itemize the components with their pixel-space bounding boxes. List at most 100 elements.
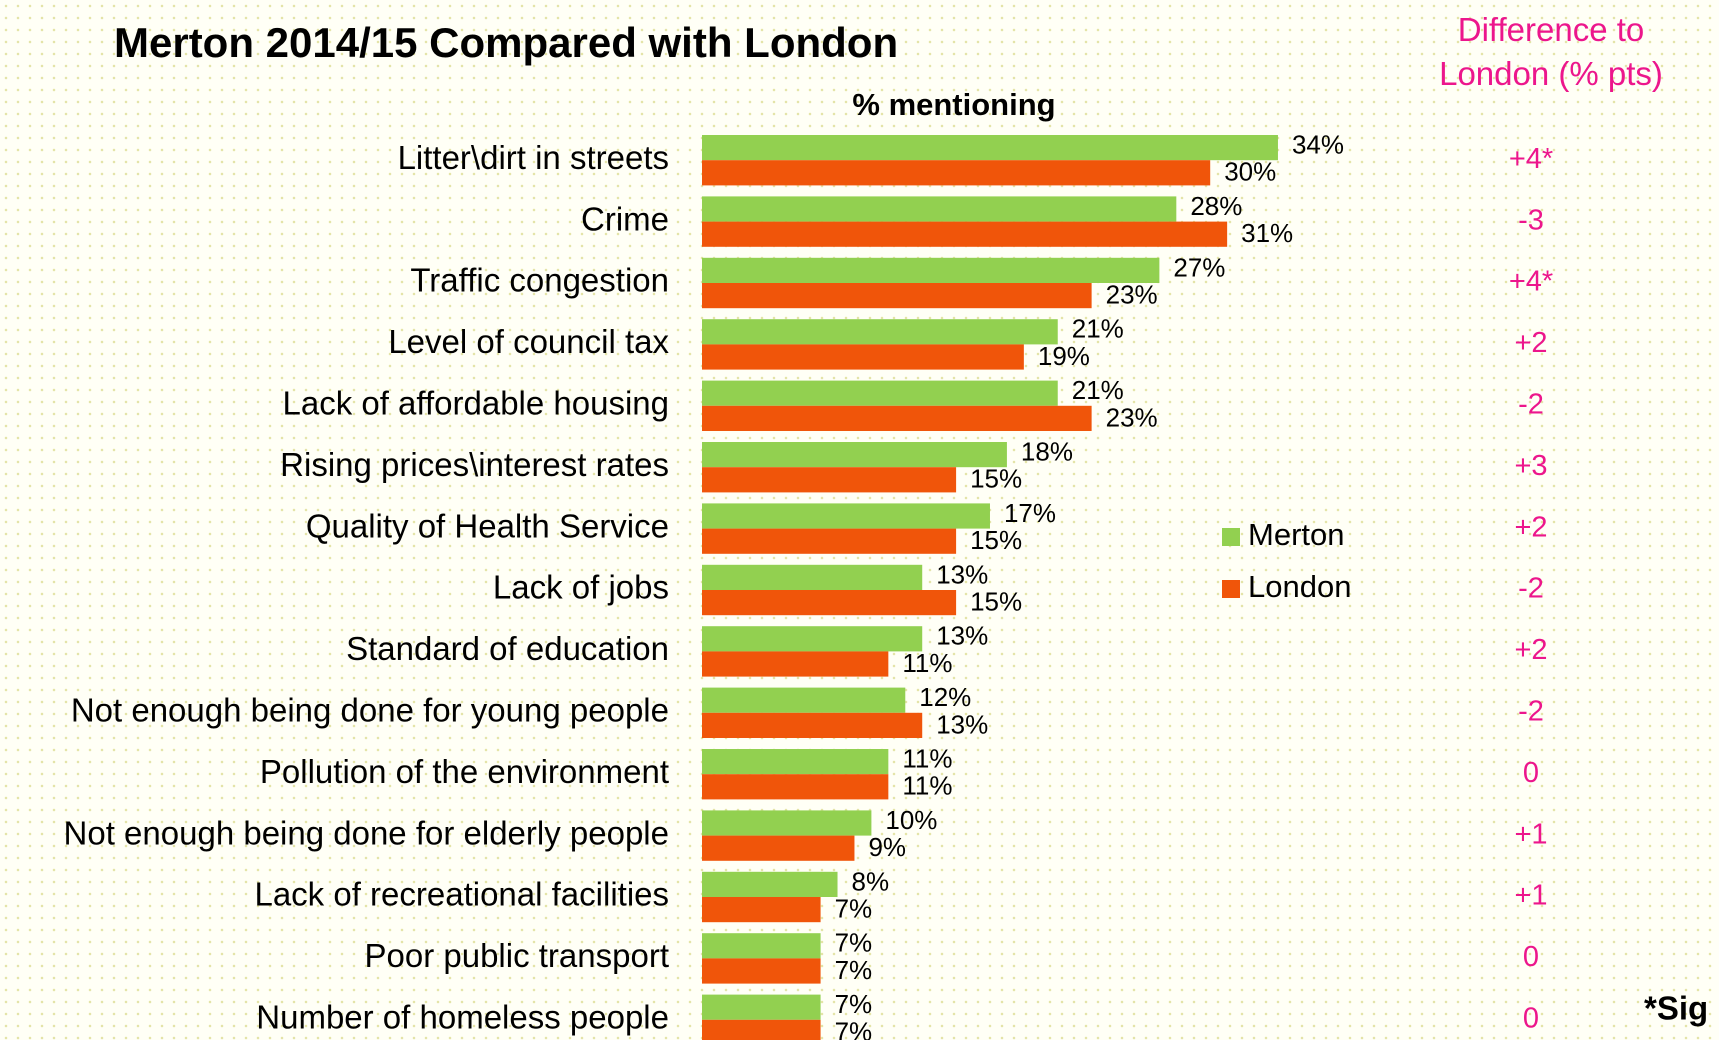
bar [702,196,1177,222]
legend-label: Merton [1248,517,1344,552]
bar [702,590,957,616]
category-label: Litter\dirt in streets [398,139,669,176]
bar [702,651,889,677]
bar [702,257,1160,283]
difference-label: 0 [1523,757,1539,789]
category-label: Traffic congestion [410,262,669,299]
bar [702,564,923,590]
value-label: 28% [1190,191,1242,221]
category-label: Crime [581,200,669,237]
category-label: Not enough being done for elderly people [64,814,669,851]
category-label: Number of homeless people [256,999,669,1036]
bar [702,749,889,775]
value-label: 11% [902,648,952,678]
legend-swatch [1222,580,1240,598]
value-label: 15% [970,464,1022,494]
footnote: *Sig [1644,990,1708,1027]
difference-label: -2 [1518,573,1544,605]
bar [702,712,923,738]
difference-label: +4* [1509,143,1553,175]
difference-label: 0 [1523,1002,1539,1034]
bar [702,810,872,836]
category-label: Not enough being done for young people [71,692,669,729]
difference-label: +2 [1514,511,1547,543]
difference-label: +1 [1514,818,1547,850]
bar [702,160,1211,186]
value-label: 15% [970,525,1022,555]
bar [702,221,1228,247]
category-label: Level of council tax [388,323,669,360]
value-label: 18% [1021,436,1073,466]
bar [702,1019,821,1040]
legend-label: London [1248,569,1351,604]
bar [702,344,1024,370]
bar [702,835,855,861]
difference-header: Difference to London (% pts) [1439,11,1663,92]
difference-label: -2 [1518,388,1544,420]
difference-label: 0 [1523,941,1539,973]
value-label: 15% [970,586,1022,616]
value-label: 7% [835,955,873,985]
difference-label: -2 [1518,695,1544,727]
value-label: 7% [835,893,873,923]
category-label: Lack of jobs [493,569,669,606]
value-label: 21% [1072,375,1124,405]
bar [702,774,889,800]
difference-label: +3 [1514,450,1547,482]
value-label: 8% [852,866,890,896]
difference-label: +4* [1509,266,1553,298]
value-label: 7% [835,1016,873,1040]
value-label: 23% [1106,279,1158,309]
value-label: 11% [902,771,952,801]
value-label: 10% [885,805,937,835]
value-label: 19% [1038,341,1090,371]
bar [702,319,1058,345]
value-label: 17% [1004,498,1056,528]
value-label: 30% [1224,157,1276,187]
value-label: 21% [1072,314,1124,344]
difference-label: +2 [1514,634,1547,666]
bar [702,503,990,529]
value-label: 31% [1241,218,1293,248]
bar [702,958,821,984]
category-label: Pollution of the environment [260,753,669,790]
bar [702,626,923,652]
category-label: Quality of Health Service [306,507,669,544]
category-label: Rising prices\interest rates [280,446,669,483]
category-label: Poor public transport [365,937,670,974]
difference-label: +2 [1514,327,1547,359]
category-label: Lack of affordable housing [282,385,669,422]
bar [702,442,1007,468]
value-label: 13% [936,709,988,739]
bar [702,994,821,1020]
difference-label: -3 [1518,204,1544,236]
bar [702,871,838,897]
value-label: 11% [902,743,952,773]
bar [702,283,1092,309]
bar [702,380,1058,406]
value-label: 7% [835,989,873,1019]
difference-label: +1 [1514,880,1547,912]
category-label: Standard of education [346,630,669,667]
bar [702,467,957,493]
value-label: 13% [936,621,988,651]
bar [702,897,821,923]
value-label: 13% [936,559,988,589]
axis-label: % mentioning [852,87,1055,122]
bar [702,933,821,959]
bar [702,528,957,554]
value-label: 7% [835,928,873,958]
legend-swatch [1222,528,1240,546]
value-label: 34% [1292,129,1344,159]
value-label: 23% [1106,402,1158,432]
value-label: 9% [868,832,906,862]
bar [702,135,1278,161]
category-label: Lack of recreational facilities [254,876,669,913]
bar [702,687,906,713]
bar [702,405,1092,431]
chart-title: Merton 2014/15 Compared with London [114,19,898,66]
value-label: 12% [919,682,971,712]
value-label: 27% [1173,252,1225,282]
